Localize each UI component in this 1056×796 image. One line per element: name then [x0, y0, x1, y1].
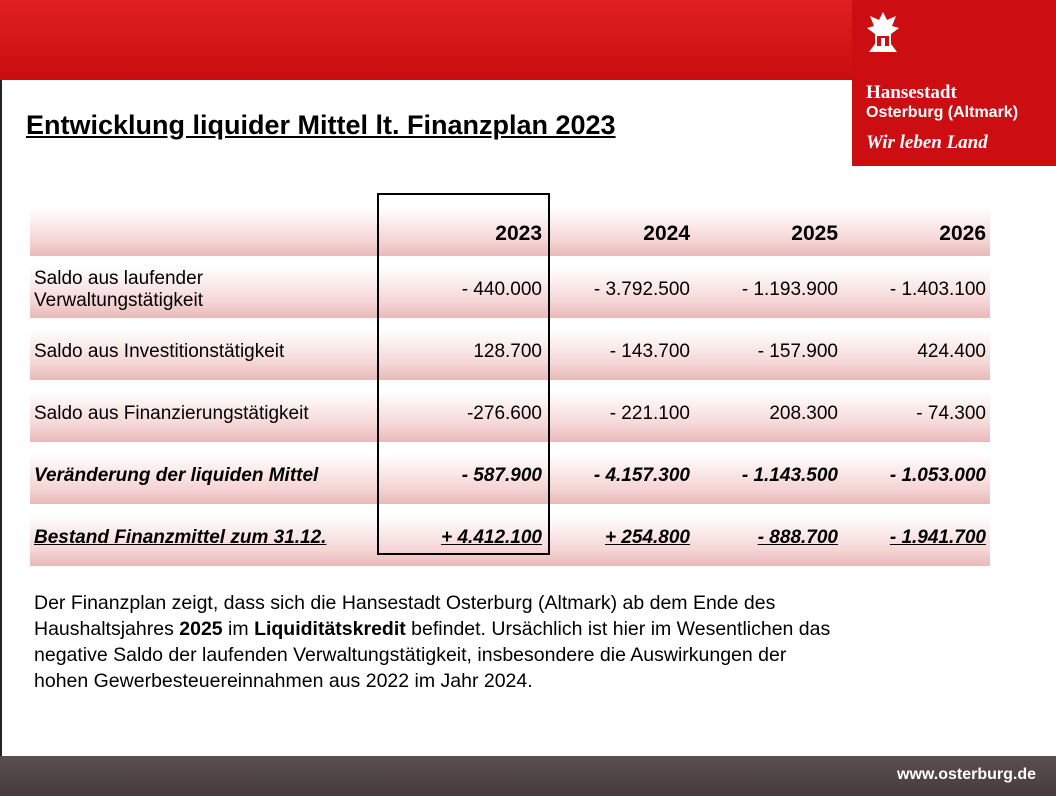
- header-cell: 2026: [842, 202, 990, 256]
- cell: - 1.053.000: [842, 448, 990, 504]
- title: Entwicklung liquider Mittel lt. Finanzpl…: [26, 110, 616, 140]
- cell: - 74.300: [842, 386, 990, 442]
- cell: + 4.412.100: [374, 510, 546, 566]
- cell: - 4.157.300: [546, 448, 694, 504]
- cell: - 143.700: [546, 324, 694, 380]
- text: Der Finanzplan zeigt, dass sich die Hans…: [34, 592, 776, 640]
- cell: - 1.941.700: [842, 510, 990, 566]
- cell: - 888.700: [694, 510, 842, 566]
- footer-url: www.osterburg.de: [897, 766, 1036, 783]
- cell: - 1.193.900: [694, 262, 842, 318]
- logo-icon: [867, 12, 899, 52]
- cell: 128.700: [374, 324, 546, 380]
- table-row: Saldo aus laufender Verwaltungstätigkeit…: [30, 262, 990, 318]
- cell: - 3.792.500: [546, 262, 694, 318]
- cell: - 1.403.100: [842, 262, 990, 318]
- cell: -276.600: [374, 386, 546, 442]
- paragraph: Der Finanzplan zeigt, dass sich die Hans…: [34, 590, 844, 694]
- cell: + 254.800: [546, 510, 694, 566]
- text: befindet. Ursächlich ist hier im Wesentl…: [34, 618, 831, 692]
- cell: - 221.100: [546, 386, 694, 442]
- header-cell: 2023: [374, 202, 546, 256]
- cell: - 1.143.500: [694, 448, 842, 504]
- cell: - 587.900: [374, 448, 546, 504]
- row-label: Bestand Finanzmittel zum 31.12.: [30, 510, 374, 566]
- cell: - 440.000: [374, 262, 546, 318]
- highlight-box: [377, 193, 550, 555]
- row-label: Saldo aus Finanzierungstätigkeit: [30, 386, 374, 442]
- bold-text: Liquiditätskredit: [254, 618, 406, 640]
- logo: Hansestadt Osterburg (Altmark) Wir leben…: [852, 0, 1056, 166]
- row-label: Saldo aus laufender Verwaltungstätigkeit: [30, 262, 374, 318]
- cell: 424.400: [842, 324, 990, 380]
- text: im: [222, 618, 255, 640]
- logo-slogan: Wir leben Land: [866, 132, 988, 153]
- row-label: Veränderung der liquiden Mittel: [30, 448, 374, 504]
- header-cell: 2024: [546, 202, 694, 256]
- header-cell: [30, 202, 374, 256]
- table-row: Veränderung der liquiden Mittel - 587.900…: [30, 448, 990, 504]
- table: 2023 2024 2025 2026 Saldo aus laufender …: [30, 196, 990, 572]
- logo-text: Hansestadt: [866, 82, 957, 103]
- table-row: Saldo aus Finanzierungstätigkeit -276.600…: [30, 386, 990, 442]
- cell: 208.300: [694, 386, 842, 442]
- table-row: Bestand Finanzmittel zum 31.12. + 4.412.1…: [30, 510, 990, 566]
- bold-text: 2025: [179, 618, 223, 640]
- header-row: 2023 2024 2025 2026: [30, 202, 990, 256]
- row-label: Saldo aus Investitionstätigkeit: [30, 324, 374, 380]
- table-row: Saldo aus Investitionstätigkeit 128.700- …: [30, 324, 990, 380]
- logo-text: Osterburg (Altmark): [866, 104, 1019, 121]
- cell: - 157.900: [694, 324, 842, 380]
- header-cell: 2025: [694, 202, 842, 256]
- footer: www.osterburg.de: [0, 756, 1056, 796]
